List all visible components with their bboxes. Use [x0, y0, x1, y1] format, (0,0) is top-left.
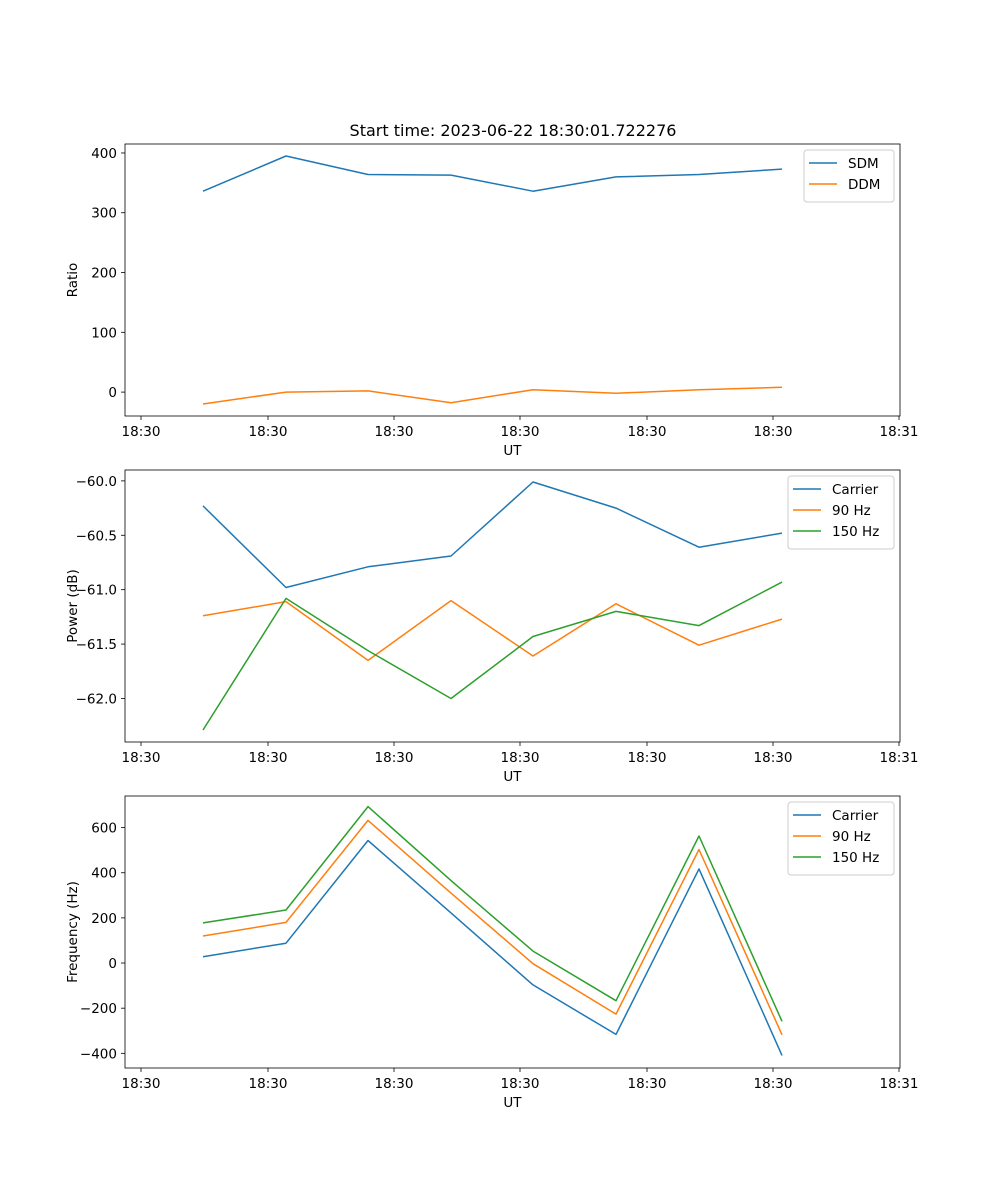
x-tick-label: 18:30 — [501, 1076, 540, 1092]
x-tick-label: 18:30 — [375, 750, 414, 766]
x-tick-label: 18:30 — [628, 750, 667, 766]
y-tick-label: −61.0 — [76, 583, 117, 599]
y-tick-label: −60.0 — [76, 474, 117, 490]
legend-label: SDM — [848, 156, 879, 172]
series-line-ddm — [202, 386, 783, 405]
y-axis-label: Power (dB) — [65, 569, 81, 642]
x-tick-label: 18:30 — [501, 750, 540, 766]
x-tick-label: 18:31 — [880, 424, 919, 440]
legend-label: 150 Hz — [832, 524, 879, 540]
subplot-power: 18:30 18:30 18:30 18:30 18:30 18:30 18:31 −62.0… — [65, 469, 919, 785]
x-tick-label: 18:30 — [754, 750, 793, 766]
x-tick-label: 18:30 — [249, 750, 288, 766]
series-line-150-hz — [202, 581, 783, 731]
legend-label: DDM — [848, 177, 880, 193]
y-tick-label: −60.5 — [76, 528, 117, 544]
x-tick-label: 18:31 — [880, 1076, 919, 1092]
y-tick-label: 600 — [91, 821, 117, 837]
y-tick-label: 400 — [91, 866, 117, 882]
series-line-sdm — [202, 155, 783, 192]
y-tick-label: −62.0 — [76, 691, 117, 707]
y-axis-label: Frequency (Hz) — [65, 881, 81, 983]
y-tick-label: −61.5 — [76, 637, 117, 653]
y-axis-label: Ratio — [65, 263, 81, 298]
x-axis-label: UT — [503, 1095, 522, 1111]
y-tick-label: −400 — [80, 1046, 117, 1062]
legend-label: 90 Hz — [832, 829, 871, 845]
legend-label: 90 Hz — [832, 503, 871, 519]
figure-title: Start time: 2023-06-22 18:30:01.722276 — [350, 121, 677, 140]
x-tick-label: 18:30 — [375, 1076, 414, 1092]
legend-label: Carrier — [832, 808, 879, 824]
x-tick-label: 18:30 — [501, 424, 540, 440]
x-tick-label: 18:30 — [754, 424, 793, 440]
legend: Carrier 90 Hz 150 Hz — [787, 475, 895, 550]
x-tick-label: 18:30 — [122, 750, 161, 766]
x-tick-label: 18:30 — [249, 424, 288, 440]
y-tick-label: 100 — [91, 325, 117, 341]
y-tick-label: 200 — [91, 911, 117, 927]
x-tick-label: 18:30 — [122, 1076, 161, 1092]
legend: SDM DDM — [803, 149, 895, 203]
x-tick-label: 18:30 — [754, 1076, 793, 1092]
x-tick-label: 18:30 — [249, 1076, 288, 1092]
x-tick-label: 18:30 — [375, 424, 414, 440]
y-tick-label: 200 — [91, 266, 117, 282]
subplots: 18:30 18:30 18:30 18:30 18:30 18:30 18:31 0 100 2… — [65, 143, 919, 1111]
x-tick-label: 18:30 — [122, 424, 161, 440]
x-tick-label: 18:30 — [628, 424, 667, 440]
series-line-90-hz — [202, 819, 783, 1036]
series-line-carrier — [202, 839, 783, 1056]
y-tick-label: 0 — [108, 385, 117, 401]
y-tick-label: −200 — [80, 1001, 117, 1017]
y-tick-label: 300 — [91, 206, 117, 222]
legend-label: 150 Hz — [832, 850, 879, 866]
subplot-ratio: 18:30 18:30 18:30 18:30 18:30 18:30 18:31 0 100 2… — [65, 143, 919, 459]
x-tick-label: 18:30 — [628, 1076, 667, 1092]
y-tick-label: 400 — [91, 146, 117, 162]
axes-frame — [124, 469, 901, 743]
y-tick-label: 0 — [108, 956, 117, 972]
legend: Carrier 90 Hz 150 Hz — [787, 801, 895, 876]
series-line-carrier — [202, 481, 783, 589]
axes-frame — [124, 143, 901, 417]
series-line-150-hz — [202, 805, 783, 1022]
x-axis-label: UT — [503, 443, 522, 459]
subplot-frequency: 18:30 18:30 18:30 18:30 18:30 18:30 18:31 −400 −… — [65, 795, 919, 1111]
axes-frame — [124, 795, 901, 1069]
legend-label: Carrier — [832, 482, 879, 498]
x-tick-label: 18:31 — [880, 750, 919, 766]
x-axis-label: UT — [503, 769, 522, 785]
series-line-90-hz — [202, 599, 783, 662]
